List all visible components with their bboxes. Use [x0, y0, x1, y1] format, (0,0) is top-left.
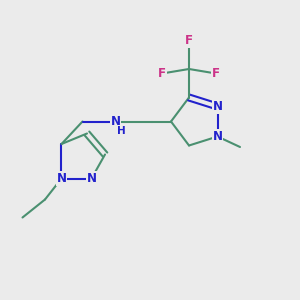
Text: F: F: [212, 67, 220, 80]
Text: N: N: [110, 115, 121, 128]
Text: N: N: [56, 172, 67, 185]
Text: F: F: [158, 67, 166, 80]
Text: N: N: [86, 172, 97, 185]
Text: N: N: [212, 130, 223, 143]
Text: H: H: [116, 126, 125, 136]
Text: F: F: [185, 34, 193, 47]
Text: N: N: [212, 100, 223, 113]
